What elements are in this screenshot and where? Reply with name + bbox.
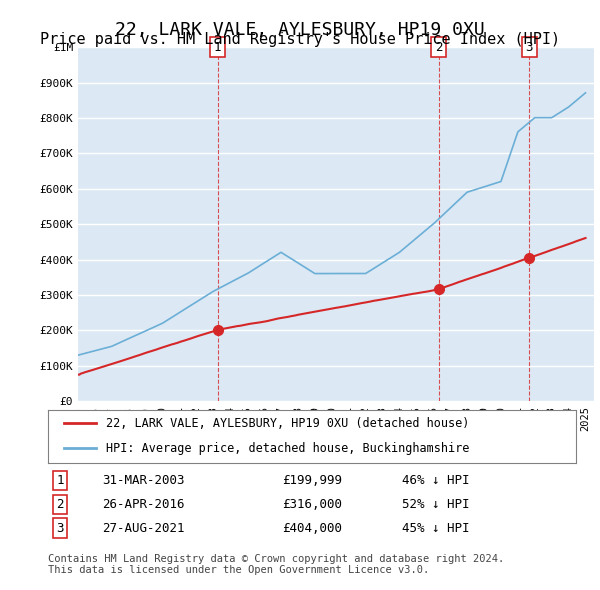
Text: 1: 1	[214, 41, 221, 54]
Text: 26-APR-2016: 26-APR-2016	[102, 498, 185, 511]
Text: 3: 3	[526, 41, 533, 54]
Text: 45% ↓ HPI: 45% ↓ HPI	[402, 522, 470, 535]
Text: 2: 2	[56, 498, 64, 511]
Text: 2: 2	[435, 41, 443, 54]
Text: 31-MAR-2003: 31-MAR-2003	[102, 474, 185, 487]
Text: 1: 1	[56, 474, 64, 487]
Text: 3: 3	[56, 522, 64, 535]
Text: 27-AUG-2021: 27-AUG-2021	[102, 522, 185, 535]
Text: Price paid vs. HM Land Registry's House Price Index (HPI): Price paid vs. HM Land Registry's House …	[40, 32, 560, 47]
Text: 46% ↓ HPI: 46% ↓ HPI	[402, 474, 470, 487]
Text: HPI: Average price, detached house, Buckinghamshire: HPI: Average price, detached house, Buck…	[106, 442, 469, 455]
Text: £199,999: £199,999	[282, 474, 342, 487]
Text: Contains HM Land Registry data © Crown copyright and database right 2024.
This d: Contains HM Land Registry data © Crown c…	[48, 553, 504, 575]
Text: 52% ↓ HPI: 52% ↓ HPI	[402, 498, 470, 511]
Text: £316,000: £316,000	[282, 498, 342, 511]
Text: £404,000: £404,000	[282, 522, 342, 535]
Text: 22, LARK VALE, AYLESBURY, HP19 0XU (detached house): 22, LARK VALE, AYLESBURY, HP19 0XU (deta…	[106, 417, 469, 430]
Text: 22, LARK VALE, AYLESBURY, HP19 0XU: 22, LARK VALE, AYLESBURY, HP19 0XU	[115, 21, 485, 39]
